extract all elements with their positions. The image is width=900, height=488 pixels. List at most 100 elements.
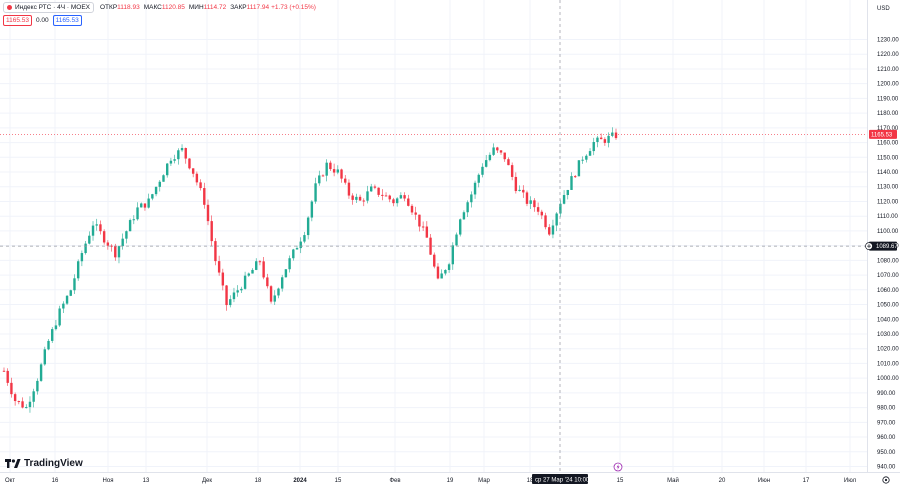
candle-body xyxy=(518,189,521,192)
time-tick-label: Июл xyxy=(844,478,857,484)
symbol-selector[interactable]: Индекс РТС · 4Ч · MOEX xyxy=(3,2,94,13)
candle-body xyxy=(321,175,325,177)
close-label: ЗАКР xyxy=(230,4,247,11)
candle-body xyxy=(410,205,414,213)
symbol-status-icon xyxy=(7,5,12,10)
price-tick-label: 1140.00 xyxy=(877,170,899,176)
candle-body xyxy=(514,176,518,192)
candle-body xyxy=(210,221,213,242)
candle-body xyxy=(414,212,417,215)
candle-body xyxy=(555,213,558,226)
candle-body xyxy=(32,391,35,402)
candle-body xyxy=(533,200,536,208)
candle-body xyxy=(73,278,76,291)
time-tick-label: Окт xyxy=(5,478,15,484)
candle-body xyxy=(240,288,243,291)
candle-body xyxy=(507,159,510,166)
candle-body xyxy=(43,349,46,365)
candle-body xyxy=(574,176,577,178)
settings-gear-icon[interactable] xyxy=(882,476,890,484)
low-label: МИН xyxy=(188,4,204,11)
price-tick-label: 950.00 xyxy=(877,450,896,456)
candle-body xyxy=(21,401,24,408)
candle-body xyxy=(384,195,388,197)
open-label: ОТКР xyxy=(100,4,118,11)
candle-body xyxy=(158,181,161,187)
price-tick-label: 1180.00 xyxy=(877,111,899,117)
time-tick-label: 15 xyxy=(617,478,624,484)
candle-body xyxy=(180,148,184,151)
candle-body xyxy=(247,273,250,276)
price-tick-label: 1110.00 xyxy=(877,214,898,220)
candle-body xyxy=(433,254,436,267)
price-tick-label: 960.00 xyxy=(877,435,896,441)
candle-body xyxy=(262,261,265,278)
candle-body xyxy=(151,194,154,199)
time-axis[interactable]: Окт 16 Ноя 13 Дек 18 2024 15 Фев 19 Мар 18 15 Май 20 Ию… xyxy=(5,477,857,484)
price-tick-label: 1040.00 xyxy=(877,317,899,323)
crosshair-plus-icon[interactable] xyxy=(865,242,873,250)
candle-body xyxy=(492,147,495,155)
candle-body xyxy=(136,207,139,220)
candle-body xyxy=(117,246,121,258)
candle-body xyxy=(596,137,599,143)
candle-body xyxy=(102,231,106,243)
candle-body xyxy=(444,269,447,274)
lightning-icon[interactable] xyxy=(613,462,623,472)
time-tick-label: Июн xyxy=(758,478,770,484)
candle-body xyxy=(325,162,328,176)
price-axis[interactable]: 940.00 950.00 960.00 970.00 980.00 990.00 1000… xyxy=(877,38,899,471)
symbol-legend: Индекс РТС · 4Ч · MOEX ОТКР 1118.93 МАКС… xyxy=(3,2,318,13)
price-tick-label: 1160.00 xyxy=(877,141,899,147)
price-tick-label: 1150.00 xyxy=(877,155,899,161)
candle-body xyxy=(548,227,551,235)
candle-body xyxy=(6,370,9,383)
candle-body xyxy=(614,132,618,139)
buy-button[interactable]: 1165.53 xyxy=(52,15,82,26)
price-tick-label: 970.00 xyxy=(877,420,896,426)
candle-body xyxy=(188,158,191,169)
price-tick-label: 1190.00 xyxy=(877,96,899,102)
time-tick-label: 17 xyxy=(803,478,810,484)
candle-body xyxy=(540,211,544,216)
price-tick-label: 1170.00 xyxy=(877,126,899,132)
candle-body xyxy=(314,183,317,202)
candle-body xyxy=(358,196,362,201)
candle-body xyxy=(306,217,310,236)
candle-body xyxy=(551,225,555,235)
candle-body xyxy=(62,303,65,309)
candle-body xyxy=(395,198,399,204)
candle-body xyxy=(399,195,403,199)
candle-body xyxy=(125,231,128,239)
svg-text:1165.53: 1165.53 xyxy=(871,132,893,138)
candle-body xyxy=(2,370,6,372)
price-tick-label: 1060.00 xyxy=(877,288,899,294)
candle-body xyxy=(607,135,610,143)
candle-body xyxy=(329,162,332,170)
candle-body xyxy=(269,286,273,302)
tradingview-logo[interactable]: TradingView xyxy=(5,458,83,469)
sell-button[interactable]: 1165.53 xyxy=(3,15,33,26)
crosshair-time-tag: ср 27 Мар '24 10:00 xyxy=(532,474,590,484)
price-tick-label: 1100.00 xyxy=(877,229,899,235)
candle-body xyxy=(592,142,595,152)
candle-body xyxy=(544,215,547,228)
candle-body xyxy=(484,160,488,167)
candle-body xyxy=(355,196,358,200)
candle-body xyxy=(344,178,347,183)
candle-body xyxy=(273,295,276,302)
candle-body xyxy=(121,238,124,247)
candle-body xyxy=(366,191,369,201)
candle-body xyxy=(110,245,113,247)
candle-body xyxy=(603,139,607,143)
candle-body xyxy=(128,220,132,232)
candle-body xyxy=(599,137,603,140)
candle-body xyxy=(47,340,50,350)
candle-body xyxy=(266,277,269,287)
price-tick-label: 1120.00 xyxy=(877,199,899,205)
candle-body xyxy=(169,160,173,164)
candle-body xyxy=(28,401,32,408)
candle-body xyxy=(288,258,291,270)
candle-body xyxy=(510,165,514,177)
